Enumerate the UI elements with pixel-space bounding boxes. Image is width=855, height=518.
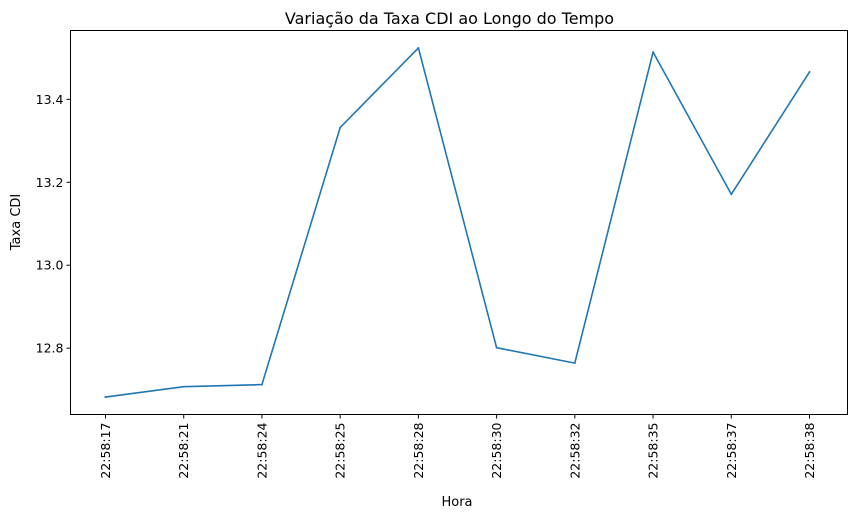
data-point <box>730 193 733 196</box>
x-axis-label: Hora <box>441 495 472 510</box>
data-point <box>339 126 342 129</box>
y-tick-label: 13.4 <box>36 92 64 107</box>
x-tick-label: 22:58:37 <box>724 423 739 479</box>
data-point <box>182 385 185 388</box>
y-tick-label: 13.0 <box>36 258 64 273</box>
data-point <box>495 346 498 349</box>
data-point <box>417 47 420 49</box>
data-point <box>104 396 107 398</box>
y-tick-label: 12.8 <box>36 341 64 356</box>
x-tick-label: 22:58:24 <box>254 422 269 478</box>
x-tick-label: 22:58:38 <box>802 422 817 478</box>
plot-frame <box>70 30 848 415</box>
x-tick-label: 22:58:35 <box>646 423 661 479</box>
chart-title: Variação da Taxa CDI ao Longo do Tempo <box>285 9 614 28</box>
data-point <box>652 51 654 53</box>
y-tick-label: 13.2 <box>36 175 64 190</box>
x-tick-label: 22:58:30 <box>489 422 504 478</box>
data-point <box>573 362 576 364</box>
plot-area: 12.8 13.0 13.2 13.4 22:58:17 22:58:21 22:58:24… <box>36 47 817 479</box>
x-tick-label: 22:58:28 <box>411 422 426 478</box>
x-tick-label: 22:58:32 <box>567 423 582 479</box>
y-axis-label: Taxa CDI <box>9 194 24 251</box>
x-tick-label: 22:58:17 <box>98 423 113 479</box>
x-tick-label: 22:58:25 <box>333 423 348 479</box>
series-line <box>104 47 811 398</box>
data-point <box>808 71 811 73</box>
data-point <box>261 383 263 386</box>
x-tick-label: 22:58:21 <box>176 423 191 479</box>
